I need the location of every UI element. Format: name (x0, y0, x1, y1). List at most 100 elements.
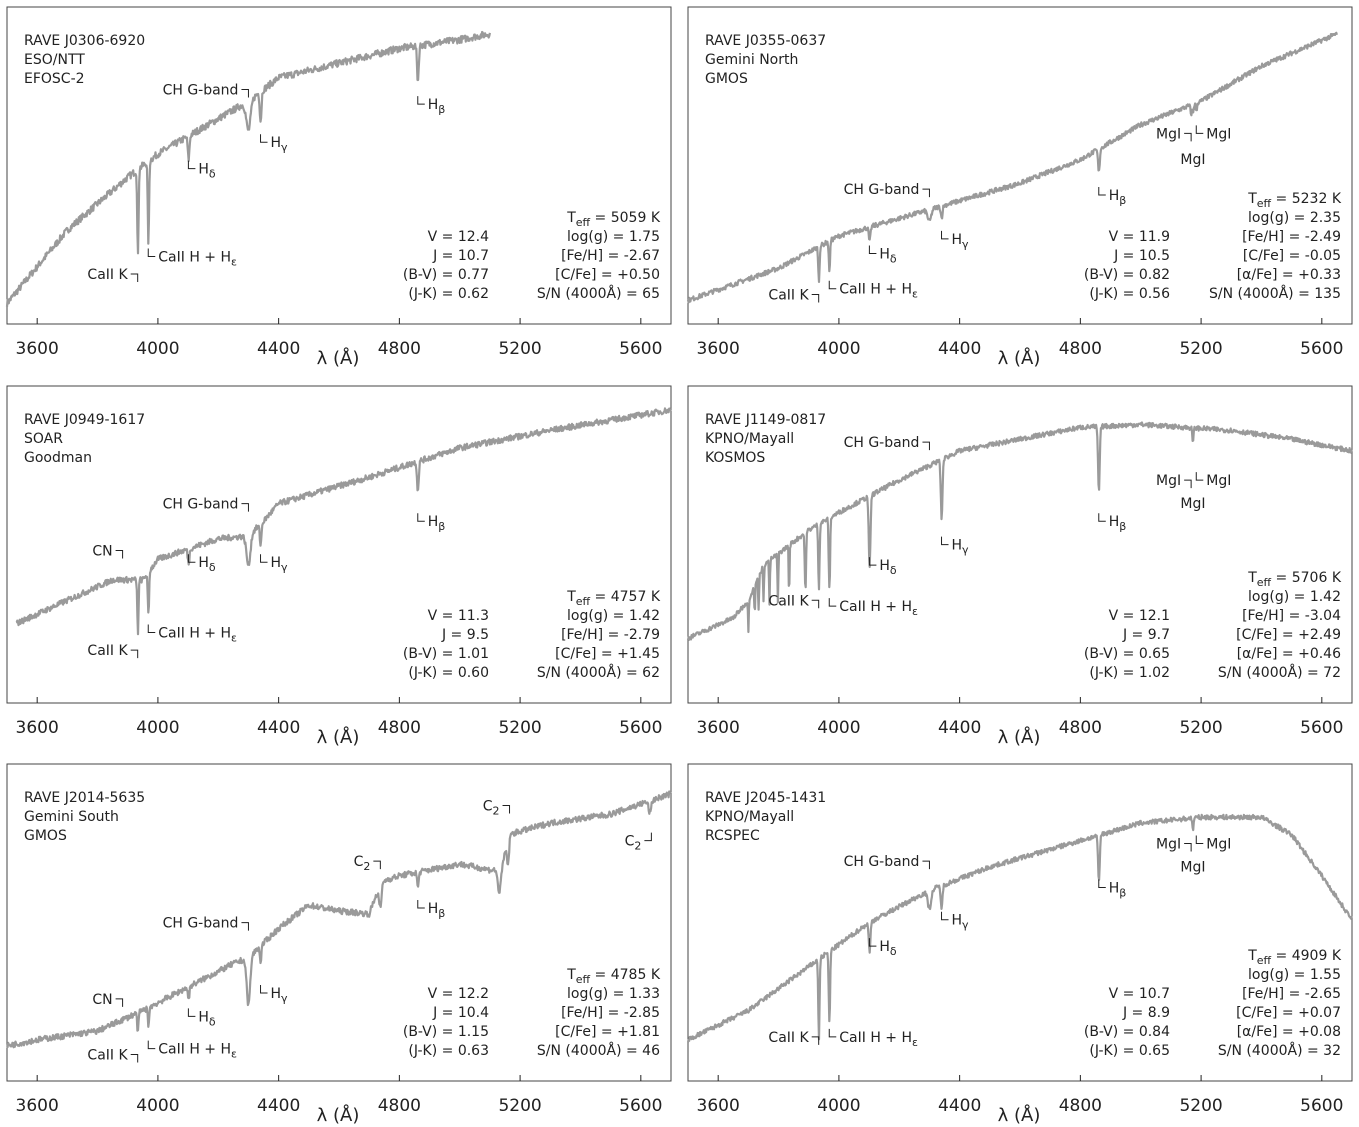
x-tick-label: 5200 (498, 1096, 541, 1116)
x-tick-label: 5600 (619, 1096, 662, 1116)
stellar-parameter: [Fe/H] = -3.04 (1242, 608, 1341, 624)
annotation-label: CaII K (87, 643, 128, 659)
annotation-marker (241, 88, 249, 98)
annotation-label: Hγ (952, 232, 970, 251)
object-label: KPNO/Mayall (705, 431, 794, 447)
annotation-marker (187, 554, 196, 563)
spectrum-line (686, 813, 1353, 1043)
stellar-parameter: Teff = 4909 K (1247, 948, 1342, 967)
x-tick-label: 3600 (16, 718, 59, 738)
annotation-marker (828, 598, 837, 607)
x-tick-label: 3600 (16, 1096, 59, 1116)
line-annotation: CaII H + Hε (147, 248, 237, 268)
object-label: GMOS (24, 828, 67, 844)
annotation-label: MgI (1206, 126, 1231, 142)
annotation-marker (811, 599, 820, 609)
annotation-marker (1195, 125, 1204, 134)
line-annotation: CaII K (87, 643, 139, 659)
stellar-parameter: Teff = 4785 K (566, 967, 661, 986)
annotation-label: CaII K (87, 267, 128, 283)
annotation-label: Hγ (271, 135, 289, 154)
line-annotation: MgI (1180, 496, 1205, 512)
x-tick-label: 4400 (257, 718, 300, 738)
x-tick-label: 5600 (619, 718, 662, 738)
annotation-label: CaII K (87, 1047, 128, 1063)
annotation-label: Hγ (952, 913, 970, 932)
annotation-marker (115, 998, 124, 1007)
x-tick-label: 5200 (498, 339, 541, 359)
annotation-label: C2 (354, 854, 371, 873)
spectrum-panel-4: RAVE J1149-0817 KPNO/Mayall KOSMOS CH G-ban… (686, 385, 1353, 748)
x-tick-label: 4000 (136, 718, 179, 738)
annotation-label: CaII H + Hε (839, 282, 918, 301)
annotation-marker (868, 557, 877, 566)
object-label: RCSPEC (705, 828, 760, 844)
stellar-parameter: S/N (4000Å) = 62 (537, 664, 660, 681)
photometry-value: J = 10.4 (432, 1005, 489, 1021)
x-tick-label: 5200 (1179, 339, 1222, 359)
x-axis-label: λ (Å) (998, 1104, 1041, 1126)
annotation-label: CH G-band (844, 854, 920, 870)
spectrum-line (15, 407, 673, 636)
spectrum-line (5, 30, 491, 307)
annotation-label: CH G-band (163, 916, 239, 932)
annotation-marker (811, 1036, 820, 1045)
photometry-value: J = 8.9 (1122, 1005, 1170, 1021)
annotation-label: MgI (1180, 152, 1205, 168)
stellar-parameter: log(g) = 1.55 (1248, 967, 1341, 983)
stellar-parameter: S/N (4000Å) = 135 (1209, 285, 1341, 302)
line-annotation: CH G-band (163, 82, 249, 98)
x-tick-label: 4400 (938, 718, 981, 738)
annotation-label: CaII H + Hε (839, 599, 918, 618)
line-annotation: CH G-band (844, 435, 930, 451)
object-label: RAVE J1149-0817 (705, 412, 826, 428)
stellar-parameter: S/N (4000Å) = 65 (537, 285, 660, 302)
line-annotation: Hβ (417, 513, 446, 533)
annotation-label: Hβ (1109, 514, 1127, 533)
line-annotation: Hδ (187, 160, 216, 181)
line-annotation: CN (92, 544, 124, 560)
photometry-value: (B-V) = 0.84 (1084, 1024, 1170, 1040)
x-tick-label: 5600 (619, 339, 662, 359)
spectrum-line (686, 31, 1338, 304)
line-annotation: C2 (483, 798, 511, 817)
line-annotation: CaII H + Hε (828, 1028, 918, 1049)
annotation-label: Hγ (271, 986, 289, 1005)
x-tick-label: 3600 (697, 718, 740, 738)
annotation-label: Hγ (271, 555, 289, 574)
object-label: Goodman (24, 450, 92, 466)
line-annotation: MgI (1195, 835, 1231, 853)
photometry-value: V = 10.7 (1109, 986, 1170, 1002)
x-tick-label: 4400 (938, 1096, 981, 1116)
x-tick-label: 4800 (1059, 718, 1102, 738)
annotation-marker (1184, 479, 1192, 489)
x-tick-label: 5600 (1300, 339, 1343, 359)
annotation-label: Hγ (952, 538, 970, 557)
annotation-label: MgI (1156, 126, 1181, 142)
line-annotation: MgI (1195, 472, 1231, 489)
photometry-value: (B-V) = 0.65 (1084, 646, 1170, 662)
x-axis-label: λ (Å) (317, 726, 360, 748)
spectrum-panel-6: RAVE J2045-1431 KPNO/Mayall RCSPEC CH G-ban… (686, 763, 1353, 1126)
panel-frame (6, 763, 672, 1082)
annotation-label: CaII H + Hε (158, 626, 237, 645)
line-annotation: Hγ (260, 134, 289, 154)
photometry-value: V = 12.1 (1109, 608, 1170, 624)
line-annotation: CN (92, 992, 124, 1008)
stellar-parameter: [α/Fe] = +0.33 (1237, 267, 1341, 283)
annotation-label: Hβ (428, 514, 446, 533)
x-axis-label: λ (Å) (317, 347, 360, 369)
photometry-value: J = 9.5 (441, 627, 489, 643)
stellar-parameter: Teff = 5706 K (1247, 570, 1342, 589)
annotation-label: Hβ (428, 97, 446, 116)
annotation-marker (417, 96, 425, 105)
line-annotation: Hδ (187, 554, 216, 574)
stellar-parameter: S/N (4000Å) = 32 (1218, 1042, 1341, 1059)
stellar-parameter: [C/Fe] = -0.05 (1243, 248, 1341, 264)
x-tick-label: 4000 (817, 339, 860, 359)
photometry-value: (J-K) = 1.02 (1089, 665, 1170, 681)
stellar-parameter: Teff = 5059 K (566, 210, 661, 229)
stellar-parameter: [C/Fe] = +2.49 (1236, 627, 1341, 643)
photometry-value: V = 11.9 (1109, 229, 1170, 245)
